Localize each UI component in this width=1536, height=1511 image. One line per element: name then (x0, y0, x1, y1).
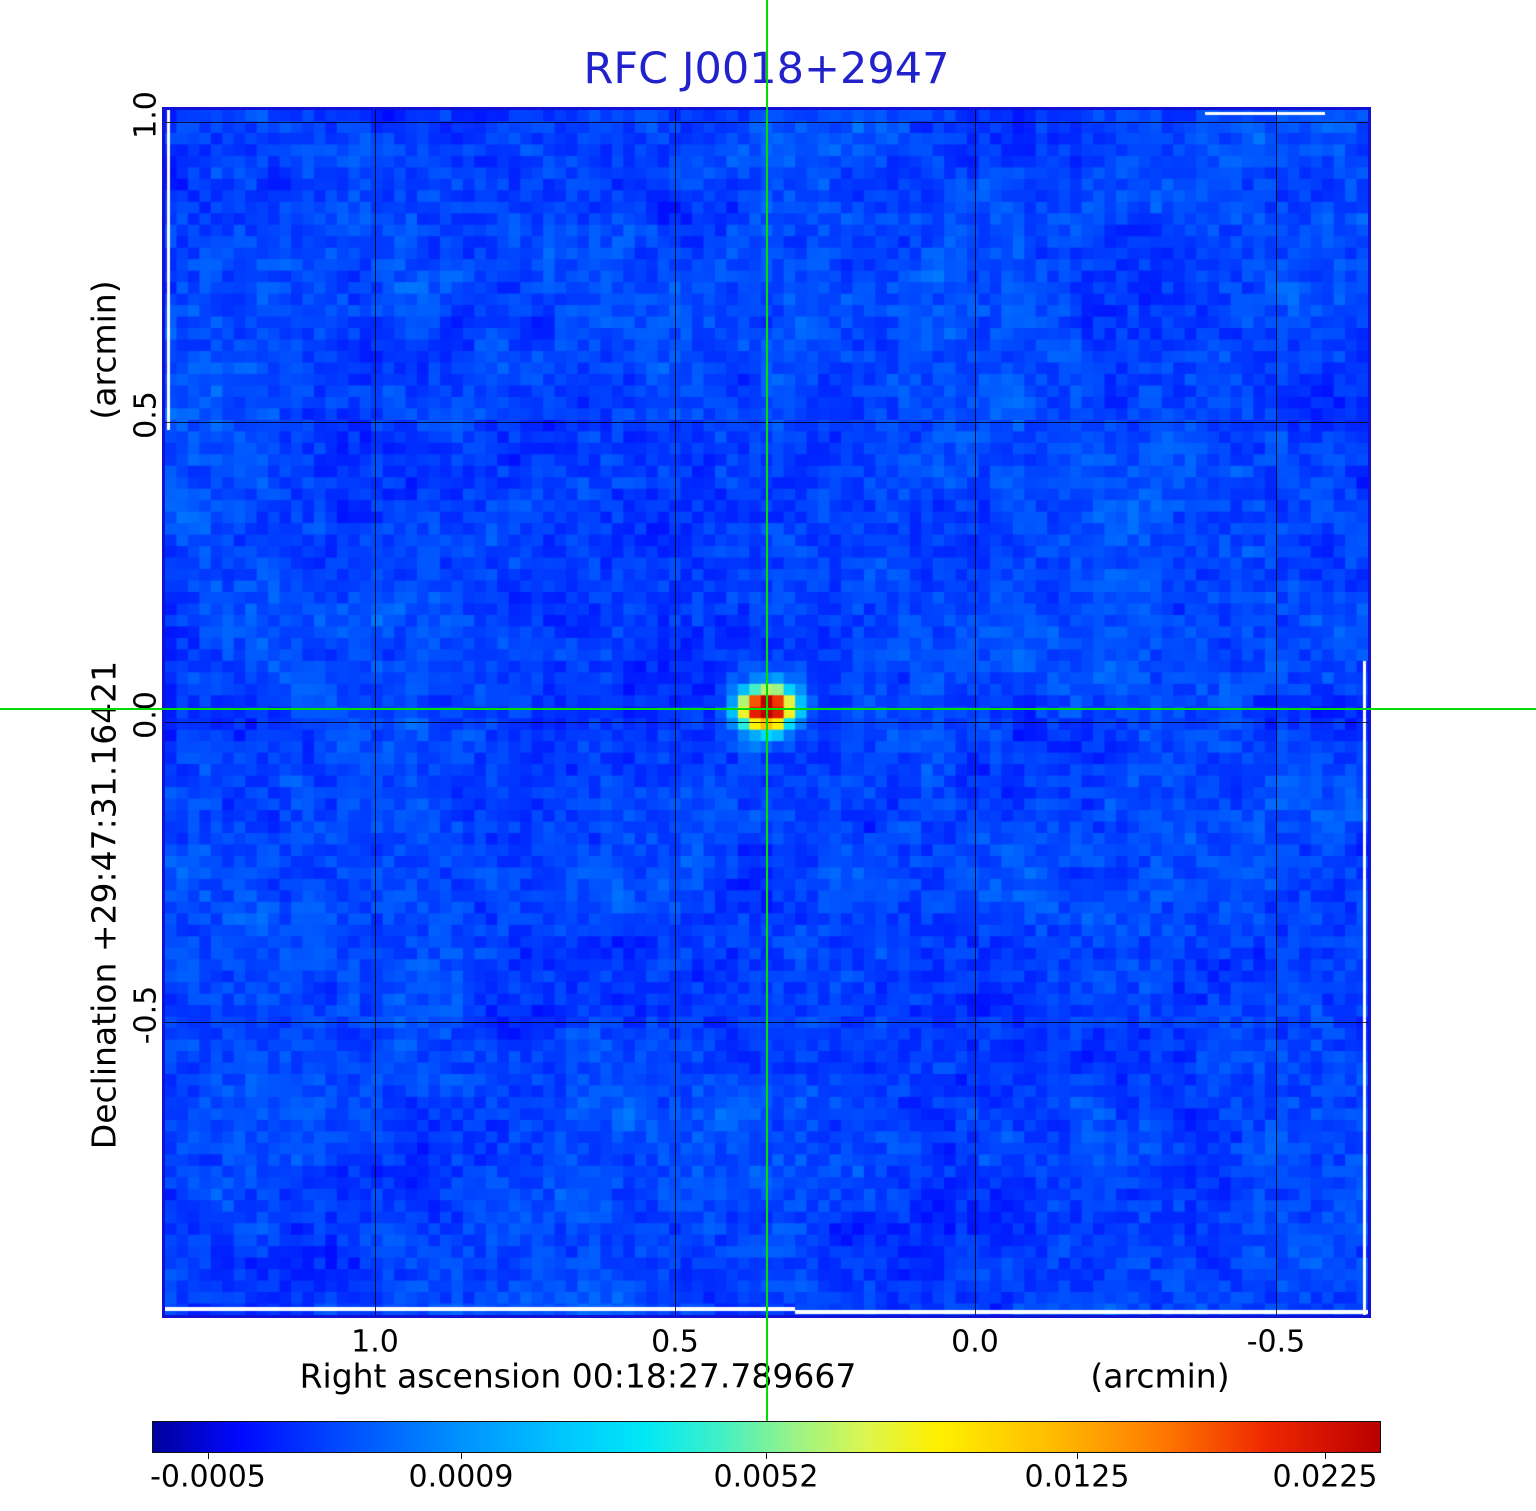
grid-line-v-1.0 (375, 110, 376, 1315)
x-tick-0.0: 0.0 (951, 1324, 999, 1360)
colorbar-label-4: 0.0225 (1272, 1459, 1378, 1495)
y-tick-0.0: 0.0 (128, 691, 164, 739)
colorbar-tick (1325, 1452, 1326, 1459)
x-axis-unit-label: (arcmin) (1090, 1356, 1230, 1396)
x-tick--0.5: -0.5 (1246, 1324, 1306, 1360)
colorbar-label-3: 0.0125 (1024, 1459, 1130, 1495)
y-tick--0.5: -0.5 (128, 985, 164, 1045)
colorbar-tick (1077, 1452, 1078, 1459)
y-axis-unit-label: (arcmin) (84, 280, 124, 420)
colorbar (152, 1421, 1381, 1453)
y-axis-label: Declination +29:47:31.16421 (84, 660, 124, 1150)
colorbar-tick (208, 1452, 209, 1459)
y-tick-0.5: 0.5 (128, 391, 164, 439)
x-tick-1.0: 1.0 (351, 1324, 399, 1360)
grid-line-v-0.0 (975, 110, 976, 1315)
x-axis-label: Right ascension 00:18:27.789667 (299, 1356, 857, 1396)
colorbar-label-1: 0.0009 (408, 1459, 514, 1495)
colorbar-label-0: -0.0005 (150, 1459, 266, 1495)
x-tick-0.5: 0.5 (651, 1324, 699, 1360)
colorbar-label-2: 0.0052 (713, 1459, 819, 1495)
colorbar-tick (461, 1452, 462, 1459)
crosshair-horizontal-line (0, 707, 1536, 710)
grid-line-v--0.5 (1276, 110, 1277, 1315)
crosshair-vertical-line (765, 0, 768, 1421)
colorbar-gradient (153, 1422, 1380, 1452)
colorbar-tick (766, 1452, 767, 1459)
grid-line-v-0.5 (675, 110, 676, 1315)
y-tick-1.0: 1.0 (128, 91, 164, 139)
